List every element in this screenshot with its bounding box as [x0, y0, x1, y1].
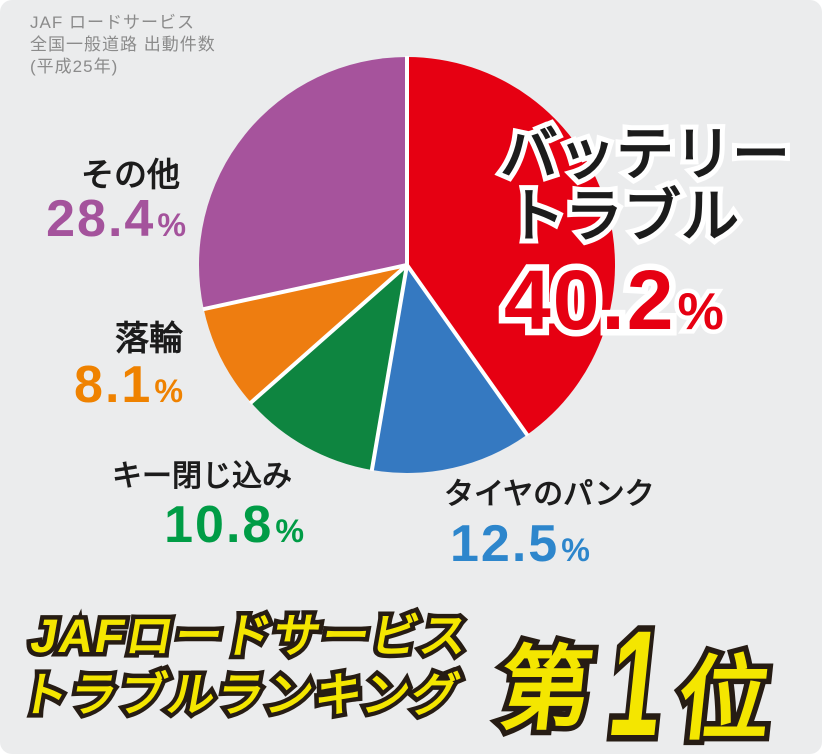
label-other: その他 [81, 156, 180, 193]
value-flat-tire-number: 12.5 [450, 515, 560, 573]
pie-slice-4 [199, 57, 407, 310]
value-key-lockout-number: 10.8 [164, 496, 274, 554]
banner-rank: 第 1 位 [494, 598, 781, 754]
rank-suffix: 位 [673, 649, 776, 751]
pie-slice-2 [250, 265, 407, 471]
rank-number: 1 [602, 599, 671, 754]
value-other-number: 28.4 [46, 190, 156, 248]
percent-sign: % [154, 373, 183, 409]
percent-sign: % [157, 207, 186, 243]
value-battery-number: 40.2 [504, 258, 676, 342]
label-battery-line1: バッテリー [500, 126, 790, 185]
banner-title: JAFロードサービス トラブルランキング [16, 606, 476, 724]
label-flat-tire: タイヤのパンク [444, 478, 655, 511]
label-battery-line2: トラブル [507, 188, 739, 247]
pie-slice-separator [369, 264, 409, 472]
pie-slice-3 [203, 265, 407, 403]
chart-source-caption: JAF ロードサービス 全国一般道路 出動件数 (平成25年) [30, 12, 216, 78]
label-battery-line1-text: バッテリー [500, 126, 790, 185]
percent-sign: % [678, 286, 725, 338]
value-other: 28.4% [0, 193, 186, 245]
pie-slice-separator [202, 263, 408, 312]
rank-prefix: 第 [495, 639, 598, 741]
value-wheel-fall: 8.1% [0, 359, 183, 411]
value-wheel-fall-number: 8.1 [74, 356, 153, 414]
value-key-lockout: 10.8% [120, 499, 304, 551]
banner-title-line1: JAFロードサービス [26, 606, 476, 665]
percent-sign: % [275, 513, 304, 549]
caption-line-3: (平成25年) [30, 57, 119, 76]
banner-title-line2: トラブルランキング [16, 665, 466, 724]
pie-slice-separator [248, 263, 409, 405]
caption-line-1: JAF ロードサービス [30, 13, 195, 32]
label-key-lockout: キー閉じ込み [112, 460, 292, 493]
banner-title-line2-text: トラブルランキング [16, 665, 466, 724]
banner-title-line1-text: JAFロードサービス [26, 606, 474, 665]
label-battery-line2-text: トラブル [507, 188, 739, 247]
label-wheel-fall: 落輪 [115, 320, 183, 358]
value-battery: 40.2% [504, 258, 724, 342]
caption-line-2: 全国一般道路 出動件数 [30, 35, 216, 54]
percent-sign: % [561, 532, 590, 568]
value-flat-tire: 12.5% [450, 518, 590, 570]
